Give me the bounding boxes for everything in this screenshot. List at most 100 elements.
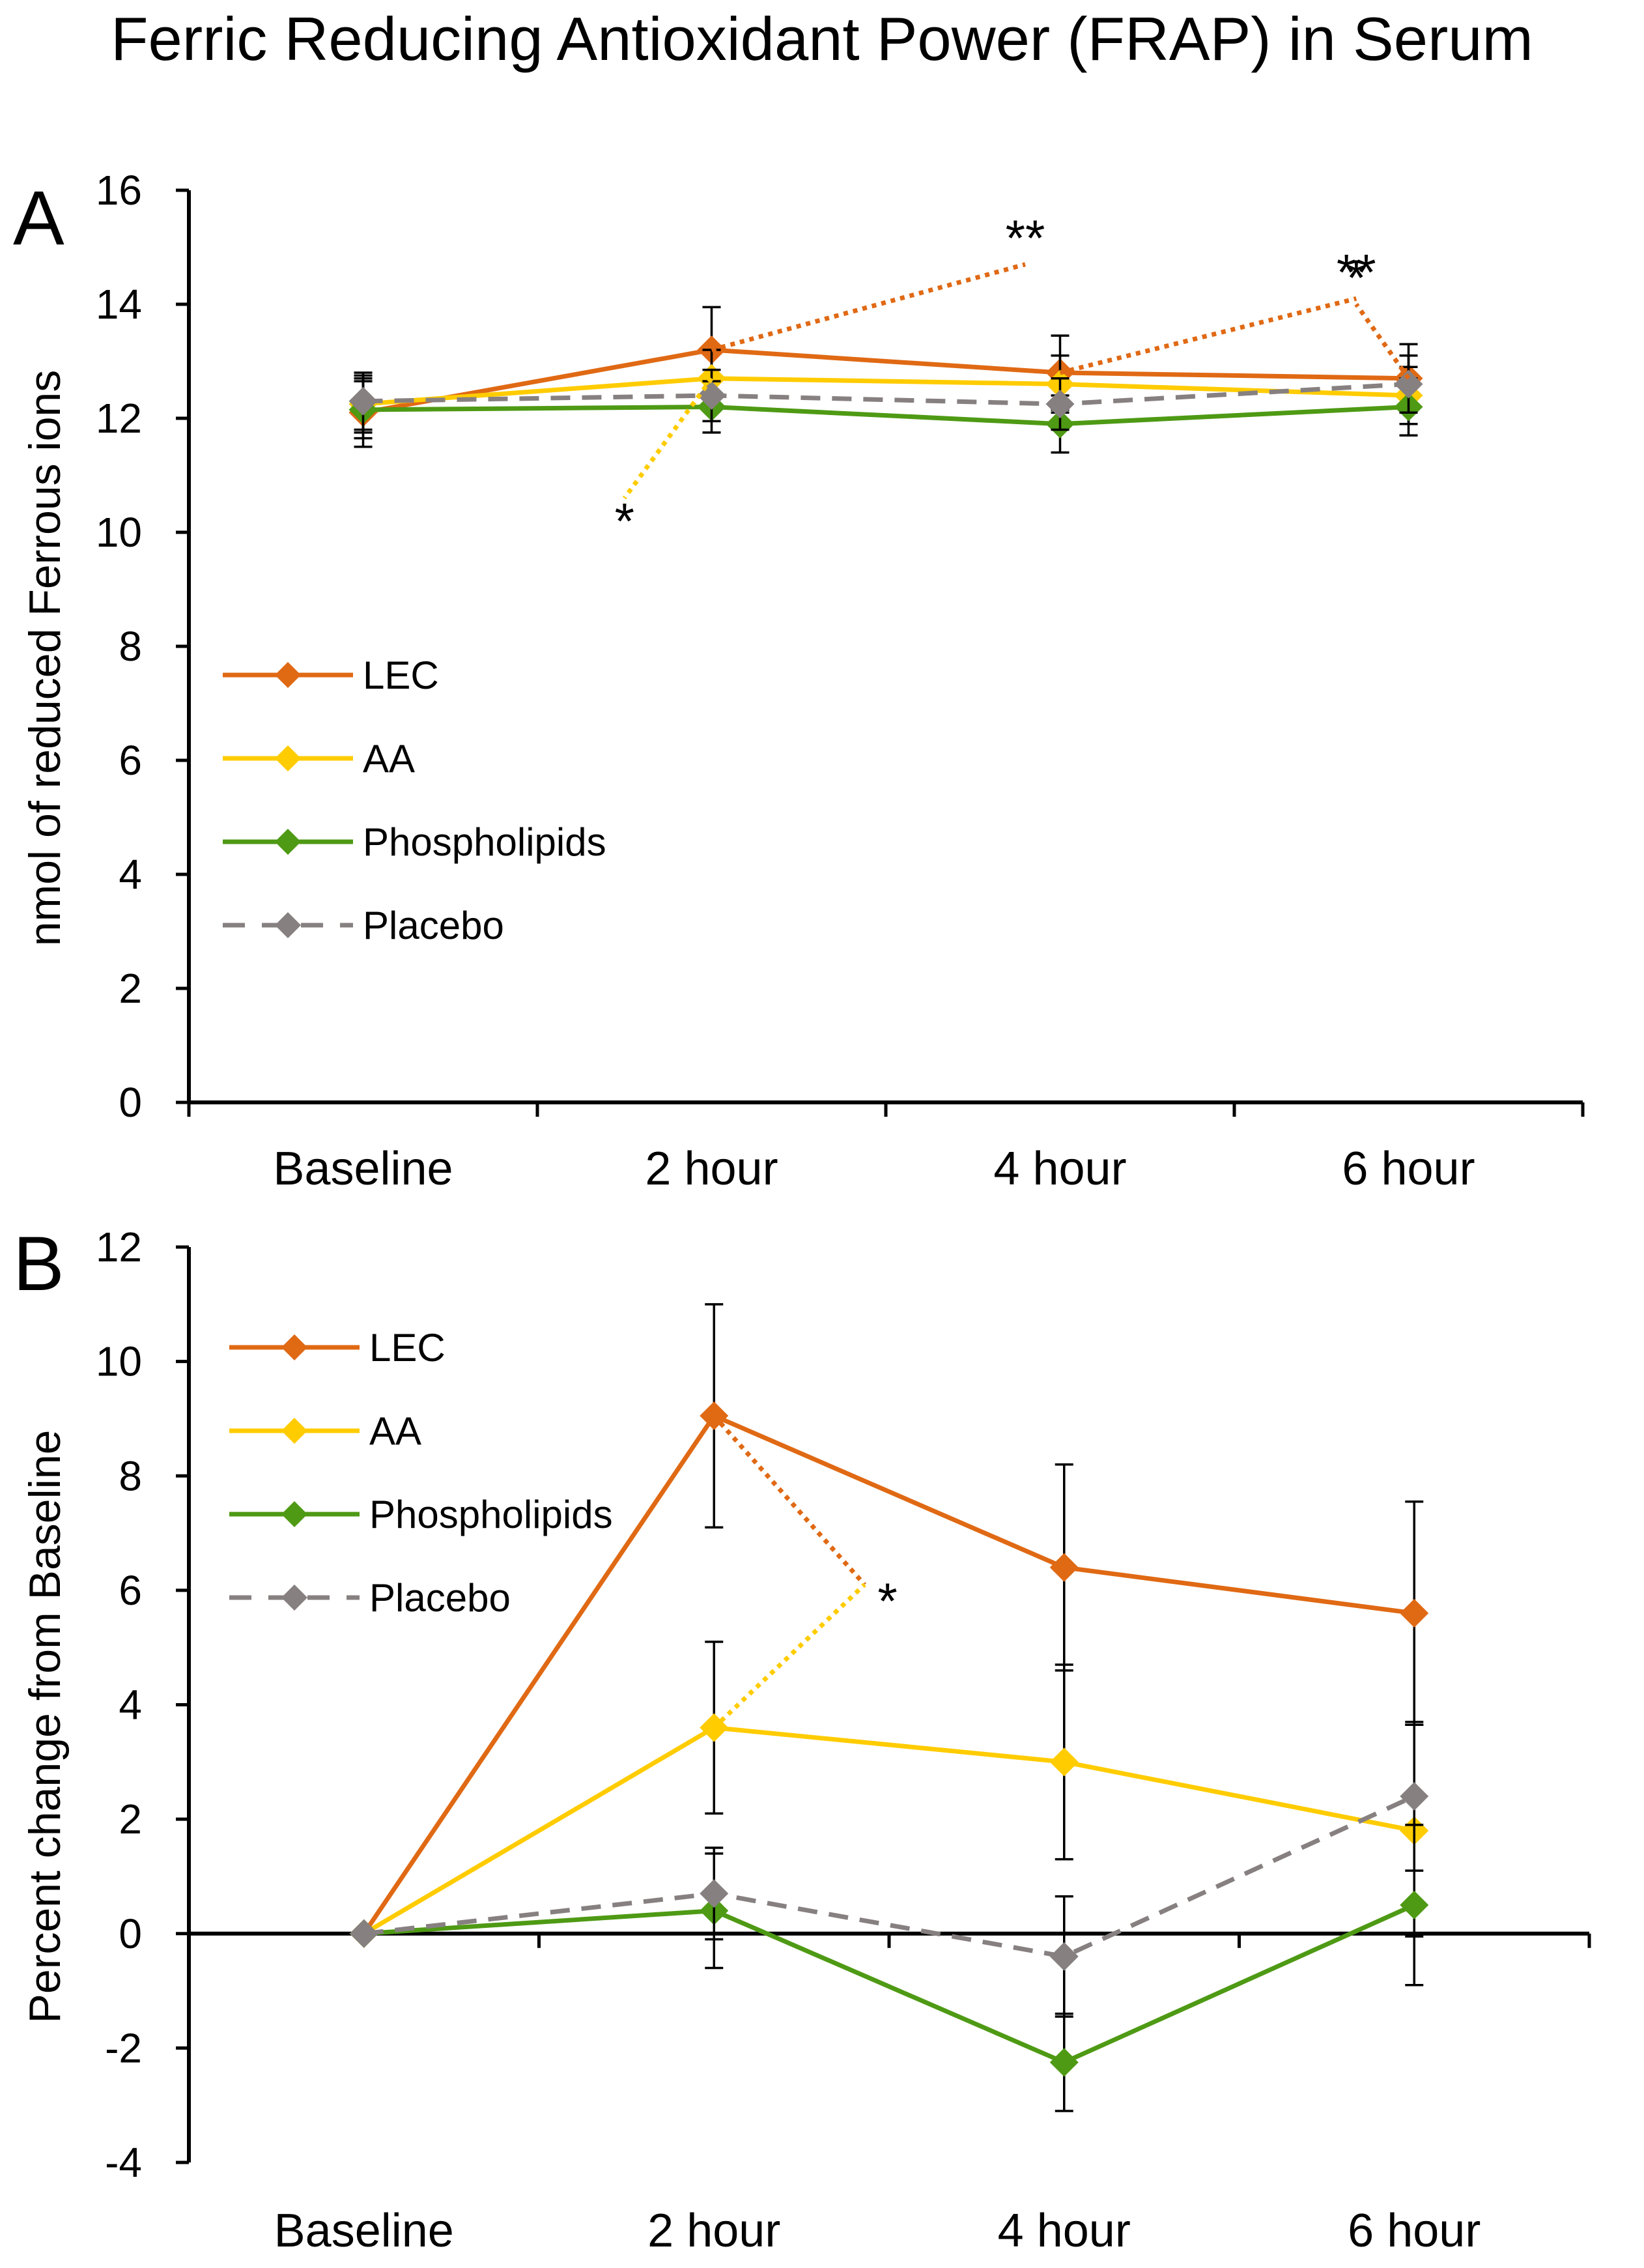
- panel-b-line-aa: [362, 1725, 1415, 1936]
- panel-b-y-tick-label: 4: [119, 1682, 142, 1729]
- panel-a-series-lec: [348, 306, 1423, 448]
- panel-b-point-placebo-2-hour: [700, 1879, 729, 1908]
- panel-a-y-tick-label: 4: [119, 851, 142, 898]
- panel-a-significance-annotation: *: [615, 377, 714, 550]
- panel-b-point-phospholipids-4-hour: [1049, 2048, 1079, 2077]
- panel-b-series-placebo: [349, 1721, 1429, 2018]
- panel-a-plot-area: ******: [348, 209, 1423, 550]
- panel-a-legend-swatch-marker: [275, 662, 301, 688]
- panel-b: B Percent change from Baseline -4 -2 0 2 4 6 8…: [13, 1221, 1591, 2257]
- panel-b-legend-swatch-marker: [281, 1501, 307, 1527]
- panel-a-legend: LEC AA Phospholipids Placebo: [223, 653, 606, 947]
- panel-b-legend-label-lec: LEC: [369, 1326, 446, 1370]
- panel-a: A nmol of reduced Ferrous ions 0 2 4 6 8 10 12…: [13, 167, 1585, 1195]
- panel-a-axes: 0 2 4 6 8 10 12 14 16 Baseline 2 hour 4 hour 6 hour: [96, 167, 1585, 1195]
- panel-b-legend-item-lec: LEC: [229, 1326, 446, 1370]
- panel-b-line-phospholipids: [363, 1902, 1415, 2065]
- panel-a-y-tick-label: 16: [96, 167, 142, 214]
- panel-a-legend-item-lec: LEC: [223, 653, 439, 697]
- panel-b-point-placebo-baseline: [349, 1919, 378, 1948]
- panel-a-line-lec: [362, 347, 1409, 415]
- panel-b-significance-connector: [712, 1414, 866, 1586]
- panel-a-y-tick-label: 2: [119, 965, 142, 1012]
- panel-a-legend-label-placebo: Placebo: [363, 904, 504, 947]
- panel-a-legend-item-placebo: Placebo: [223, 904, 504, 947]
- panel-b-y-tick-label: -2: [105, 2024, 142, 2071]
- panel-b-y-tick-label: 6: [119, 1567, 142, 1614]
- panel-a-significance-connector: [1354, 302, 1411, 380]
- panel-b-point-aa-4-hour: [1049, 1747, 1079, 1777]
- panel-b-y-tick-label: -4: [105, 2139, 142, 2186]
- panel-b-legend-item-phospholipids: Phospholipids: [229, 1493, 613, 1536]
- panel-a-legend-item-aa: AA: [223, 737, 415, 781]
- panel-b-significance-annotation: *: [712, 1414, 898, 1730]
- panel-b-legend-swatch-marker: [281, 1418, 307, 1444]
- panel-b-legend-item-placebo: Placebo: [229, 1576, 511, 1620]
- panel-b-legend-swatch-marker: [281, 1334, 307, 1360]
- panel-b-y-tick-label: 10: [96, 1338, 142, 1385]
- panel-a-y-tick-label: 12: [96, 395, 142, 442]
- panel-b-y-tick-label: 0: [119, 1910, 142, 1957]
- panel-a-legend-swatch-marker: [275, 912, 301, 938]
- panel-a-y-tick-label: 8: [119, 623, 142, 670]
- panel-a-series-placebo: [348, 354, 1423, 431]
- panel-a-significance-star: **: [1337, 243, 1376, 300]
- panel-b-axes: -4 -2 0 2 4 6 8 10 12 Baseline 2 hour 4 hour 6 hour: [96, 1224, 1591, 2257]
- panel-a-significance-annotation: **: [1059, 243, 1376, 375]
- panel-b-point-lec-4-hour: [1049, 1553, 1079, 1582]
- panel-b-letter: B: [13, 1221, 64, 1307]
- panel-a-legend-swatch-marker: [275, 829, 301, 855]
- panel-b-point-placebo-6-hour: [1400, 1782, 1429, 1811]
- panel-b-x-tick-label-6-hour: 6 hour: [1348, 2205, 1481, 2257]
- panel-b-legend-swatch-marker: [281, 1585, 307, 1611]
- panel-a-y-axis-label: nmol of reduced Ferrous ions: [20, 370, 70, 946]
- panel-b-point-placebo-4-hour: [1049, 1942, 1079, 1971]
- panel-a-legend-label-aa: AA: [363, 737, 415, 781]
- panel-a-y-tick-label: 10: [96, 509, 142, 556]
- panel-a-line-aa: [363, 376, 1409, 407]
- panel-b-x-tick-label-baseline: Baseline: [274, 2205, 454, 2257]
- panel-a-significance-connector: [711, 262, 1026, 352]
- panel-b-point-lec-6-hour: [1400, 1599, 1429, 1628]
- panel-a-point-placebo-6-hour: [1394, 369, 1423, 399]
- panel-a-legend-label-phospholipids: Phospholipids: [363, 820, 606, 864]
- panel-a-point-placebo-4-hour: [1045, 390, 1075, 419]
- panel-a-legend-item-phospholipids: Phospholipids: [223, 820, 606, 864]
- panel-a-significance-annotation: *: [1346, 249, 1411, 380]
- panel-a-legend-label-lec: LEC: [363, 653, 439, 697]
- panel-a-letter: A: [13, 175, 64, 261]
- panel-a-significance-star: **: [1006, 209, 1045, 266]
- panel-b-y-tick-label: 8: [119, 1452, 142, 1499]
- panel-a-x-tick-label-4-hour: 4 hour: [993, 1143, 1126, 1195]
- panel-a-x-tick-label-6-hour: 6 hour: [1342, 1143, 1475, 1195]
- panel-a-y-tick-label: 0: [119, 1079, 142, 1126]
- panel-b-legend-label-placebo: Placebo: [369, 1576, 511, 1620]
- panel-a-line-placebo: [363, 382, 1409, 407]
- panel-a-significance-connector: [622, 377, 714, 500]
- panel-b-point-phospholipids-6-hour: [1400, 1890, 1429, 1919]
- panel-a-y-tick-label: 6: [119, 737, 142, 784]
- panel-a-point-placebo-baseline: [348, 386, 378, 416]
- panel-a-significance-star: *: [1346, 249, 1366, 306]
- panel-b-x-tick-label-2-hour: 2 hour: [647, 2205, 780, 2257]
- panel-a-y-tick-label: 14: [96, 281, 142, 328]
- panel-b-y-axis-label: Percent change from Baseline: [20, 1430, 70, 2024]
- panel-b-y-tick-label: 2: [119, 1796, 142, 1843]
- figure-title: Ferric Reducing Antioxidant Power (FRAP)…: [111, 5, 1533, 73]
- panel-a-significance-connector: [1059, 296, 1357, 375]
- panel-a-significance-star: *: [615, 493, 634, 550]
- panel-a-x-tick-label-baseline: Baseline: [273, 1143, 453, 1195]
- panel-a-x-tick-label-2-hour: 2 hour: [645, 1143, 778, 1195]
- panel-b-significance-star: *: [877, 1572, 897, 1629]
- panel-b-series-aa: [349, 1641, 1429, 1948]
- panel-b-series-phospholipids: [349, 1824, 1429, 2112]
- panel-b-legend-item-aa: AA: [229, 1409, 421, 1453]
- panel-a-legend-swatch-marker: [275, 745, 301, 771]
- panel-b-legend: LEC AA Phospholipids Placebo: [229, 1326, 613, 1620]
- panel-a-significance-annotation: **: [711, 209, 1045, 352]
- panel-b-legend-label-aa: AA: [369, 1409, 421, 1453]
- panel-b-x-tick-label-4-hour: 4 hour: [998, 2205, 1131, 2257]
- panel-a-line-phospholipids: [363, 405, 1409, 427]
- panel-b-legend-label-phospholipids: Phospholipids: [369, 1493, 613, 1536]
